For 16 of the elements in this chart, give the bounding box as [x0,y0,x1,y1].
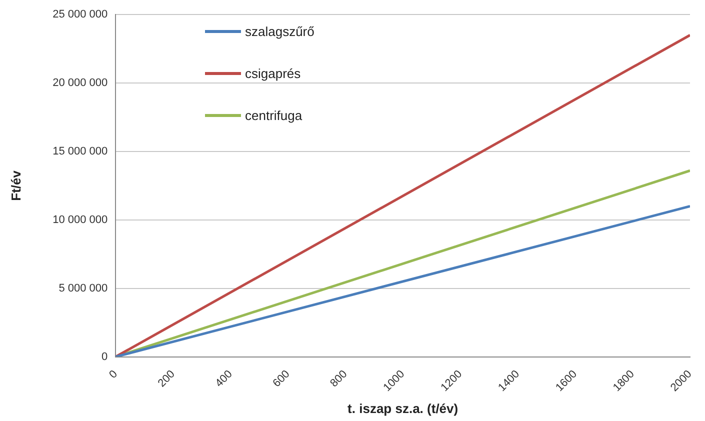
x-tick-label: 800 [328,368,350,390]
y-axis-title: Ft/év [8,170,24,201]
y-tick-label: 20 000 000 [52,77,108,90]
y-tick-label: 0 [102,350,108,363]
legend-label: csigaprés [245,66,301,80]
x-tick-label: 600 [270,368,292,390]
x-tick-label: 0 [107,368,120,382]
x-axis-title: t. iszap sz.a. (t/év) [348,400,458,416]
y-tick-label: 15 000 000 [52,145,108,158]
y-tick-label: 25 000 000 [52,8,108,21]
legend-label: szalagszűrő [245,24,314,38]
x-tick-label: 200 [156,368,178,390]
x-tick-label: 400 [213,368,235,390]
y-tick-label: 10 000 000 [52,214,108,226]
legend-label: centrifuga [245,108,302,122]
y-tick-label: 5 000 000 [58,282,108,294]
